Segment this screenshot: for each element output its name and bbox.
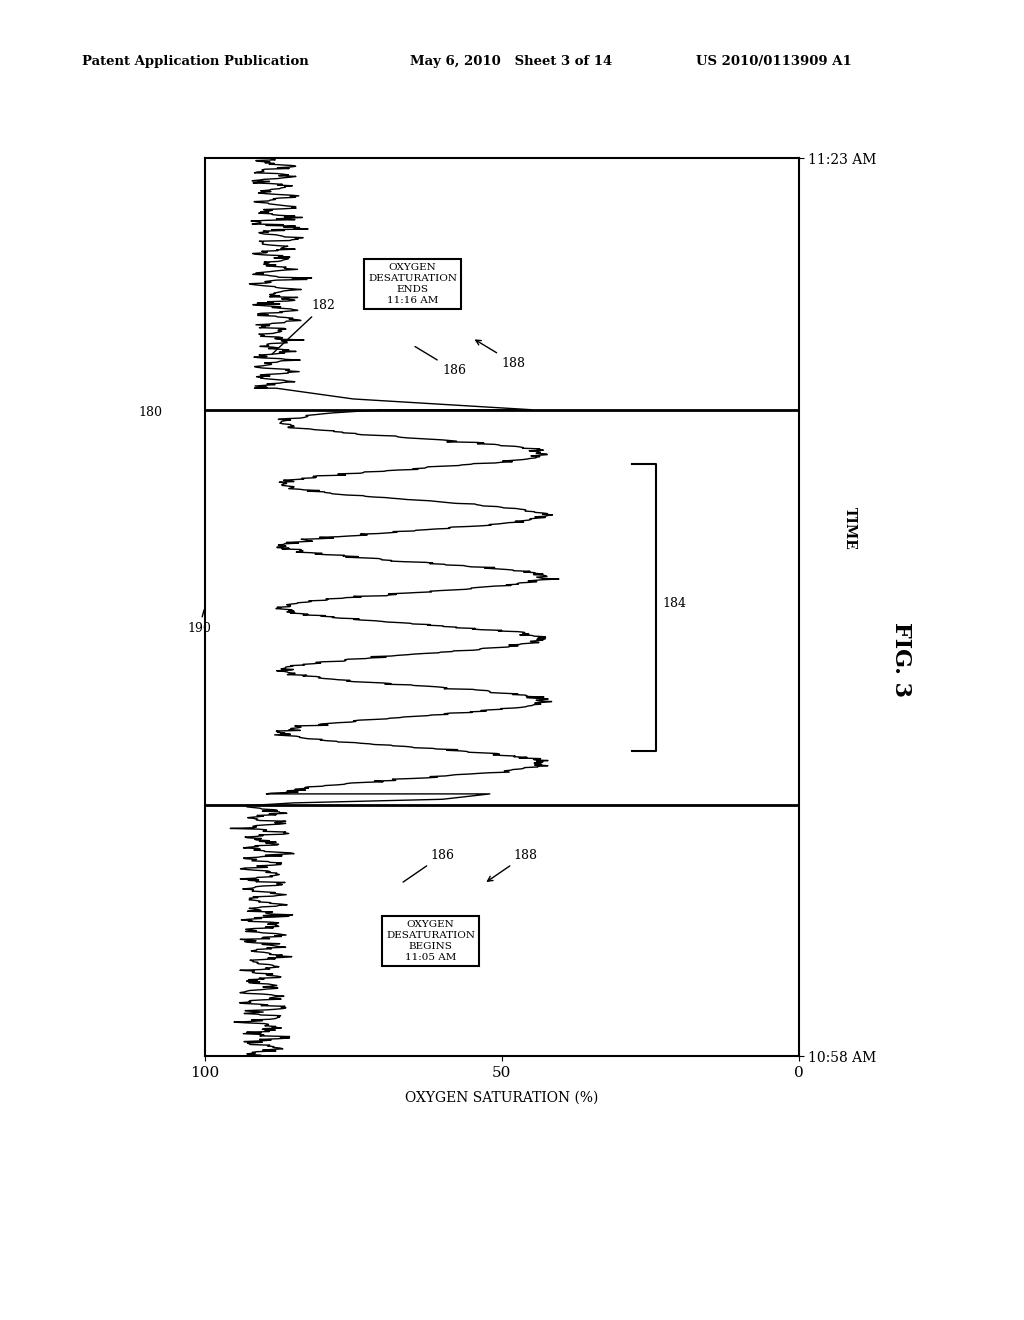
Text: 186: 186 xyxy=(403,849,455,882)
Text: Patent Application Publication: Patent Application Publication xyxy=(82,55,308,69)
X-axis label: OXYGEN SATURATION (%): OXYGEN SATURATION (%) xyxy=(406,1090,598,1105)
Text: 184: 184 xyxy=(663,597,686,610)
Text: 190: 190 xyxy=(187,610,211,635)
Text: US 2010/0113909 A1: US 2010/0113909 A1 xyxy=(696,55,852,69)
Text: 188: 188 xyxy=(476,341,525,370)
Text: 188: 188 xyxy=(487,849,538,882)
Text: May 6, 2010   Sheet 3 of 14: May 6, 2010 Sheet 3 of 14 xyxy=(410,55,612,69)
Text: OXYGEN
DESATURATION
ENDS
11:16 AM: OXYGEN DESATURATION ENDS 11:16 AM xyxy=(369,263,457,305)
Text: 182: 182 xyxy=(272,300,336,354)
Text: 186: 186 xyxy=(415,347,466,376)
Text: OXYGEN
DESATURATION
BEGINS
11:05 AM: OXYGEN DESATURATION BEGINS 11:05 AM xyxy=(386,920,475,962)
Text: FIG. 3: FIG. 3 xyxy=(890,623,912,697)
Text: TIME: TIME xyxy=(843,507,857,549)
Text: 180: 180 xyxy=(138,405,162,418)
